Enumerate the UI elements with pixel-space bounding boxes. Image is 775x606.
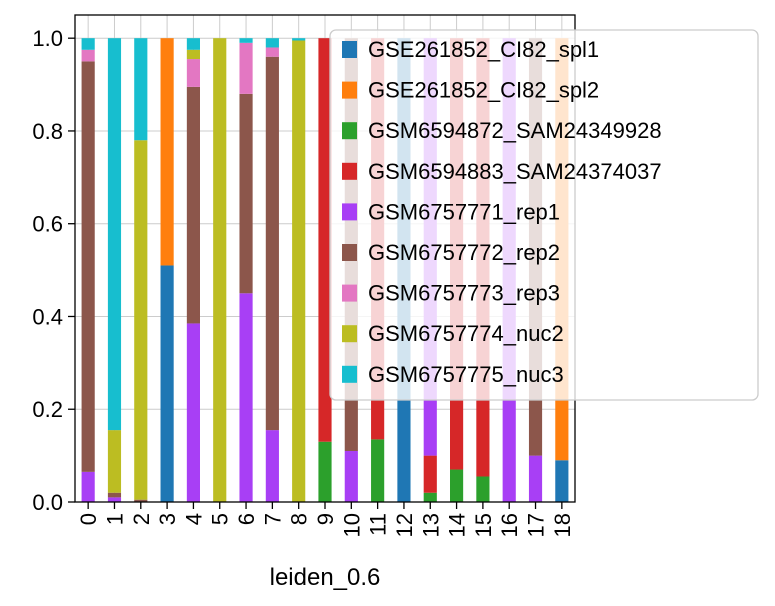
x-tick-label: 7: [260, 513, 285, 525]
y-tick-label: 1.0: [32, 26, 63, 51]
bar-segment: [81, 38, 95, 50]
bar-segment: [107, 492, 122, 498]
bar-segment: [107, 38, 122, 431]
x-axis: 0 1 2 3 4 5 6 7 8 9 10 11 12 13 14 15 16 17 18: [76, 502, 575, 537]
legend-swatch: [342, 162, 357, 180]
bar-segment: [160, 265, 174, 502]
bar-segment: [186, 59, 200, 87]
x-tick-label: 14: [445, 513, 470, 537]
bar-segment: [476, 476, 490, 502]
y-tick-label: 0.6: [32, 212, 63, 237]
x-tick-label: 12: [392, 513, 417, 537]
bar-segment: [134, 140, 148, 500]
bar-segment: [81, 49, 95, 62]
x-tick-label: 2: [129, 513, 154, 525]
bar-segment: [160, 38, 174, 266]
x-tick-label: 18: [550, 513, 575, 537]
x-tick-label: 17: [524, 513, 549, 537]
y-axis: 0.0 0.2 0.4 0.6 0.8 1.0: [32, 26, 75, 515]
bar-segment: [81, 61, 95, 472]
x-axis-title: leiden_0.6: [270, 564, 381, 591]
legend-swatch: [342, 284, 357, 302]
y-tick-label: 0.0: [32, 490, 63, 515]
y-tick-label: 0.2: [32, 397, 63, 422]
bar-segment: [450, 469, 464, 502]
bar-segment: [423, 455, 437, 493]
x-tick-label: 13: [418, 513, 443, 537]
legend-label: GSE261852_CI82_spl2: [368, 78, 599, 103]
legend-swatch: [342, 325, 357, 343]
bar-segment: [134, 499, 148, 502]
bar-segment: [528, 455, 543, 502]
legend-label: GSM6757772_rep2: [368, 240, 560, 265]
bar-segment: [239, 293, 253, 502]
x-tick-label: 5: [208, 513, 233, 525]
bar-segment: [186, 49, 200, 60]
y-tick-label: 0.4: [32, 304, 63, 329]
x-tick-label: 3: [155, 513, 180, 525]
bar-segment: [81, 471, 95, 502]
bar-segment: [292, 40, 306, 503]
bar-segment: [239, 38, 253, 43]
y-tick-label: 0.8: [32, 119, 63, 144]
x-tick-label: 11: [366, 513, 391, 536]
bar-segment: [265, 56, 279, 431]
legend-swatch: [342, 122, 357, 140]
legend-swatch: [342, 81, 357, 99]
bar-segment: [265, 38, 279, 48]
x-tick-label: 15: [471, 513, 496, 537]
bar-segment: [213, 38, 227, 502]
bar-segment: [318, 38, 332, 442]
x-tick-label: 16: [497, 513, 522, 537]
x-tick-label: 0: [76, 513, 101, 525]
legend-label: GSM6594883_SAM24374037: [368, 159, 662, 184]
legend-label: GSM6594872_SAM24349928: [368, 118, 662, 143]
bar-segment: [318, 441, 332, 502]
x-tick-label: 6: [234, 513, 259, 525]
legend-label: GSM6757775_nuc3: [368, 362, 564, 387]
bar-segment: [186, 323, 200, 502]
x-tick-label: 8: [287, 513, 312, 525]
x-tick-label: 1: [102, 513, 127, 525]
legend-swatch: [342, 244, 357, 261]
x-tick-label: 9: [313, 513, 338, 525]
bar-segment: [265, 47, 279, 57]
bar-segment: [265, 430, 279, 502]
legend-swatch: [342, 41, 357, 58]
bar-segment: [555, 460, 569, 502]
bar-segment: [134, 38, 148, 141]
bar-segment: [186, 38, 200, 50]
legend-box: [329, 29, 759, 401]
bar-segment: [344, 450, 358, 502]
bar-segment: [371, 439, 385, 502]
x-tick-label: 10: [339, 513, 364, 537]
legend-label: GSE261852_CI82_spl1: [368, 37, 599, 62]
bar-segment: [292, 38, 306, 41]
bar-segment: [239, 42, 253, 94]
legend-label: GSM6757771_rep1: [368, 199, 560, 224]
bar-segment: [107, 497, 122, 502]
bar-segment: [423, 492, 437, 502]
x-tick-label: 4: [181, 513, 206, 525]
legend-swatch: [342, 365, 357, 383]
bar-segment: [107, 430, 122, 493]
bar-segment: [239, 93, 253, 294]
legend-label: GSM6757773_rep3: [368, 281, 560, 306]
bar-segment: [186, 86, 200, 324]
legend-swatch: [342, 203, 357, 221]
legend-label: GSM6757774_nuc2: [368, 321, 564, 346]
legend: GSE261852_CI82_spl1 GSE261852_CI82_spl2 GS…: [329, 29, 759, 401]
